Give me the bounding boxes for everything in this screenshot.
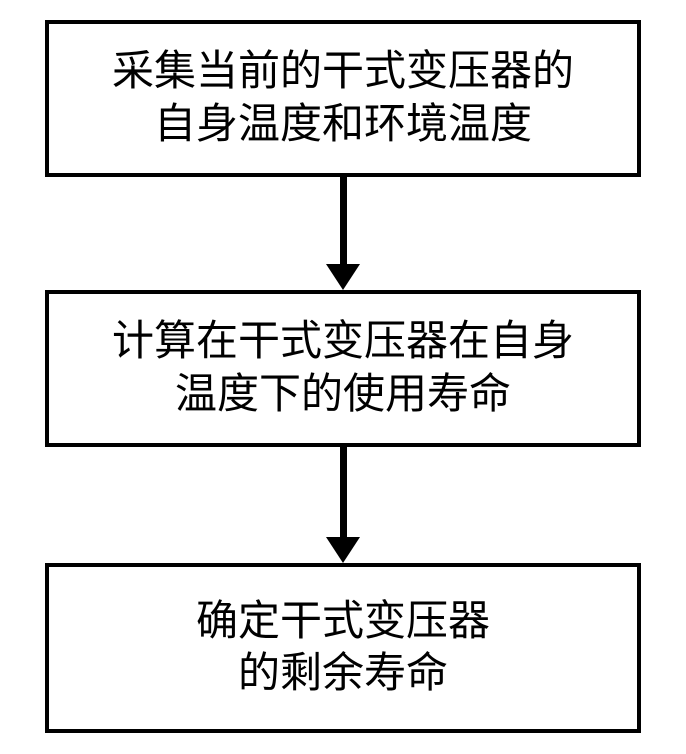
flowchart-node-calculate: 计算在干式变压器在自身 温度下的使用寿命 xyxy=(45,290,641,447)
arrow-head-icon xyxy=(326,537,360,563)
flowchart-node-collect: 采集当前的干式变压器的 自身温度和环境温度 xyxy=(45,20,641,177)
flowchart-node-determine: 确定干式变压器 的剩余寿命 xyxy=(45,563,641,733)
node-line: 确定干式变压器 xyxy=(196,596,490,649)
node-line: 自身温度和环境温度 xyxy=(154,99,532,152)
arrow-line xyxy=(340,177,347,264)
node-line: 的剩余寿命 xyxy=(238,648,448,701)
node-line: 计算在干式变压器在自身 xyxy=(112,316,574,369)
node-line: 采集当前的干式变压器的 xyxy=(112,46,574,99)
node-line: 温度下的使用寿命 xyxy=(175,369,511,422)
arrow-head-icon xyxy=(326,264,360,290)
arrow-line xyxy=(340,447,347,537)
flowchart-canvas: 采集当前的干式变压器的 自身温度和环境温度 计算在干式变压器在自身 温度下的使用… xyxy=(0,0,686,754)
